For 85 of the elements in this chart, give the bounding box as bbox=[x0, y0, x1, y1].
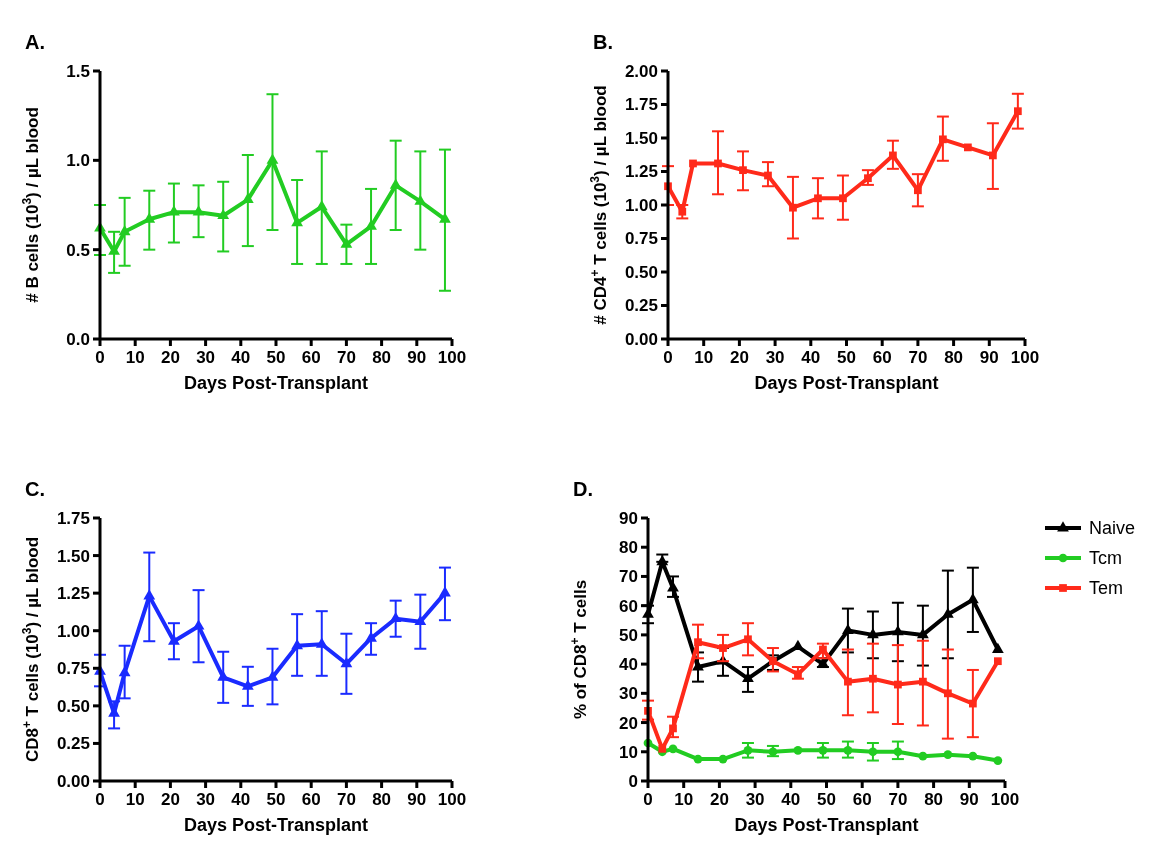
x-tick-label: 90 bbox=[407, 348, 427, 367]
y-tick-label: 50 bbox=[619, 625, 638, 645]
x-tick-label: 60 bbox=[872, 348, 892, 367]
y-tick-label: 0.00 bbox=[624, 329, 658, 349]
x-axis-title: Days Post-Transplant bbox=[183, 373, 369, 393]
x-tick-label: 50 bbox=[817, 790, 836, 809]
x-tick-label: 100 bbox=[437, 790, 467, 809]
x-tick-label: 90 bbox=[979, 348, 999, 367]
y-tick-label: 0.25 bbox=[56, 734, 90, 754]
x-tick-label: 70 bbox=[908, 348, 928, 367]
x-tick-label: 20 bbox=[709, 790, 729, 809]
x-tick-label: 80 bbox=[924, 790, 944, 809]
chart-title: A. bbox=[25, 31, 45, 53]
x-tick-label: 40 bbox=[781, 790, 801, 809]
y-tick-label: 0.0 bbox=[66, 329, 90, 349]
x-tick-label: 20 bbox=[160, 348, 180, 367]
y-tick-label: 60 bbox=[619, 596, 638, 616]
y-tick-label: 30 bbox=[619, 684, 638, 704]
x-tick-label: 100 bbox=[1010, 348, 1040, 367]
x-tick-label: 20 bbox=[160, 790, 180, 809]
x-tick-label: 0 bbox=[663, 348, 673, 367]
y-tick-label: 0.50 bbox=[56, 696, 90, 716]
y-tick-label: 1.5 bbox=[66, 61, 90, 81]
y-tick-label: 2.00 bbox=[624, 61, 658, 81]
x-tick-label: 60 bbox=[852, 790, 872, 809]
y-tick-label: 0 bbox=[628, 771, 638, 791]
chart-title: D. bbox=[573, 478, 593, 500]
x-tick-label: 80 bbox=[372, 348, 392, 367]
y-tick-label: 1.75 bbox=[624, 95, 658, 115]
y-tick-label: 0.50 bbox=[624, 262, 658, 282]
x-tick-label: 50 bbox=[266, 790, 286, 809]
x-tick-label: 90 bbox=[407, 790, 427, 809]
chart-title: B. bbox=[593, 31, 613, 53]
legend-label: Naive bbox=[1089, 518, 1136, 539]
x-tick-label: 0 bbox=[95, 790, 105, 809]
y-tick-label: 1.75 bbox=[56, 508, 90, 528]
x-tick-label: 20 bbox=[729, 348, 749, 367]
x-tick-label: 70 bbox=[336, 790, 356, 809]
x-tick-label: 10 bbox=[674, 790, 694, 809]
y-tick-label: 0.5 bbox=[66, 240, 90, 260]
x-tick-label: 50 bbox=[266, 348, 286, 367]
x-tick-label: 40 bbox=[231, 348, 251, 367]
x-tick-label: 30 bbox=[196, 790, 216, 809]
x-tick-label: 80 bbox=[372, 790, 392, 809]
x-tick-label: 0 bbox=[95, 348, 105, 367]
legend-label: Tcm bbox=[1089, 548, 1122, 569]
y-tick-label: 70 bbox=[619, 567, 638, 587]
x-tick-label: 10 bbox=[125, 348, 145, 367]
y-tick-label: 40 bbox=[619, 655, 638, 675]
x-tick-label: 100 bbox=[990, 790, 1020, 809]
y-tick-label: 80 bbox=[619, 538, 638, 558]
x-tick-label: 60 bbox=[301, 790, 321, 809]
y-tick-label: 1.50 bbox=[56, 546, 90, 566]
x-axis-title: Days Post-Transplant bbox=[183, 815, 369, 835]
chart-title: C. bbox=[25, 478, 45, 500]
y-tick-label: 0.25 bbox=[624, 296, 658, 316]
y-tick-label: 0.00 bbox=[56, 771, 90, 791]
x-tick-label: 50 bbox=[837, 348, 856, 367]
x-tick-label: 30 bbox=[196, 348, 216, 367]
legend-label: Tem bbox=[1089, 578, 1124, 599]
x-tick-label: 80 bbox=[944, 348, 964, 367]
x-tick-label: 10 bbox=[694, 348, 714, 367]
x-tick-label: 70 bbox=[336, 348, 356, 367]
y-tick-label: 1.50 bbox=[624, 128, 658, 148]
x-tick-label: 60 bbox=[301, 348, 321, 367]
y-tick-label: 0.75 bbox=[56, 659, 90, 679]
y-tick-label: 90 bbox=[619, 508, 638, 528]
y-tick-label: 1.25 bbox=[56, 584, 90, 604]
x-tick-label: 30 bbox=[765, 348, 785, 367]
x-axis-title: Days Post-Transplant bbox=[734, 815, 919, 835]
y-tick-label: 1.00 bbox=[624, 195, 658, 215]
y-tick-label: 0.75 bbox=[624, 229, 658, 249]
y-tick-label: 1.25 bbox=[624, 162, 658, 182]
y-tick-label: 10 bbox=[619, 742, 638, 762]
x-tick-label: 40 bbox=[801, 348, 821, 367]
x-tick-label: 30 bbox=[745, 790, 765, 809]
y-tick-label: 20 bbox=[619, 713, 638, 733]
x-tick-label: 100 bbox=[437, 348, 467, 367]
y-tick-label: 1.00 bbox=[56, 621, 90, 641]
x-axis-title: Days Post-Transplant bbox=[754, 373, 939, 393]
x-tick-label: 70 bbox=[888, 790, 908, 809]
y-tick-label: 1.0 bbox=[66, 151, 90, 171]
x-tick-label: 10 bbox=[125, 790, 145, 809]
x-tick-label: 40 bbox=[231, 790, 251, 809]
x-tick-label: 90 bbox=[959, 790, 979, 809]
